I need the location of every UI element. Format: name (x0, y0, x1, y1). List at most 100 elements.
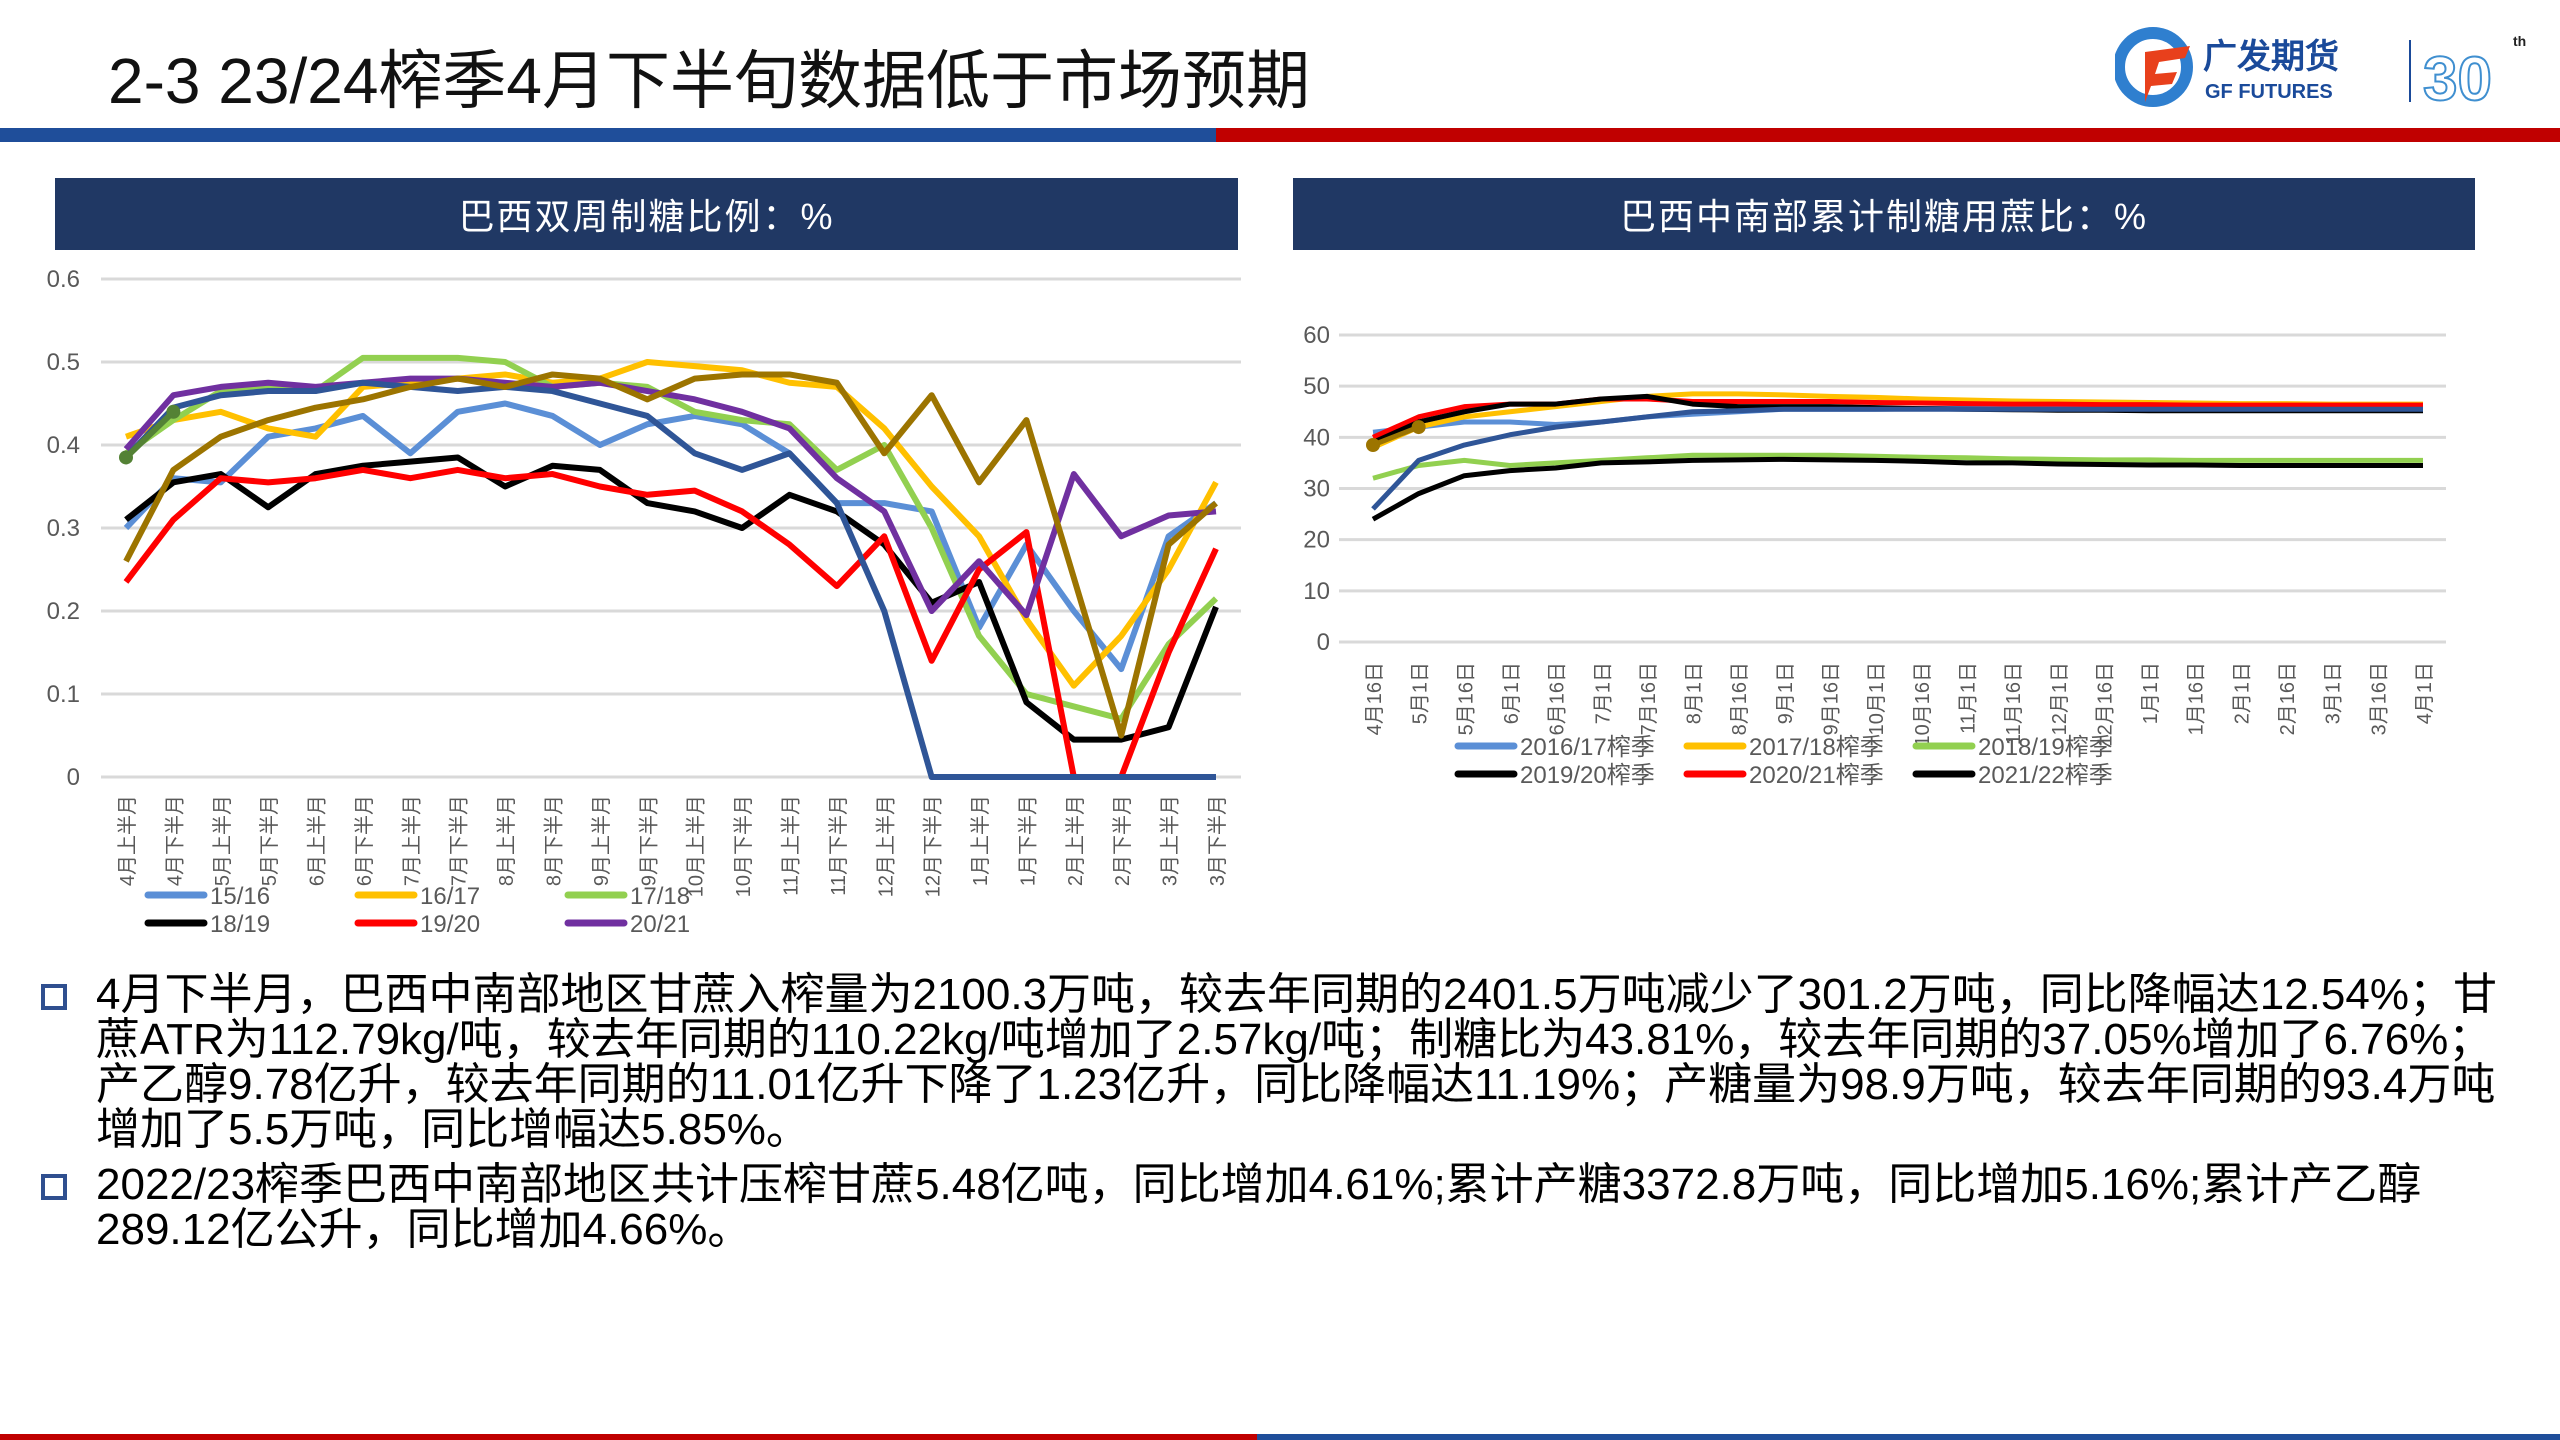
summary-paragraph-2: 2022/23榨季巴西中南部地区共计压榨甘蔗5.48亿吨，同比增加4.61%;累… (96, 1160, 2422, 1254)
logo-en: GF FUTURES (2205, 81, 2333, 103)
page-title: 2-3 23/24榨季4月下半旬数据低于市场预期 (108, 45, 1311, 117)
summary-paragraph-1: 4月下半月，巴西中南部地区甘蔗入榨量为2100.3万吨，较去年同期的2401.5… (96, 970, 2497, 1154)
x-tick-label: 8月16日 (1729, 662, 1751, 735)
x-tick-label: 9月1日 (1775, 662, 1797, 724)
x-tick-label: 6月16日 (1547, 662, 1569, 735)
series-line-unlabeled-6 (123, 379, 1216, 780)
x-tick-label: 5月上半月 (211, 795, 234, 886)
x-tick-label: 6月1日 (1501, 662, 1523, 724)
gf-futures-logo: 广发期货 GF FUTURES 30 th (2115, 27, 2526, 108)
data-point-marker (1411, 420, 1426, 435)
x-tick-label: 4月下半月 (163, 795, 186, 886)
y-tick-label: 0.1 (47, 681, 80, 708)
x-tick-label: 7月上半月 (400, 795, 423, 886)
series-line-unlabeled-6 (1371, 406, 2423, 511)
header-bar-blue (0, 128, 1216, 142)
right-chart-title: 巴西中南部累计制糖用蔗比：% (1293, 178, 2475, 250)
series-line-unlabeled-7 (123, 371, 1218, 739)
legend-label: 17/18 (630, 883, 690, 910)
data-point-marker (166, 404, 181, 419)
x-tick-label: 3月16日 (2368, 662, 2390, 735)
x-tick-label: 2月上半月 (1064, 795, 1087, 886)
bullet-icon (41, 984, 67, 1010)
series-line-2018/19榨季 (1372, 452, 2423, 481)
x-tick-label: 12月下半月 (922, 795, 945, 897)
x-tick-label: 12月上半月 (874, 795, 897, 897)
x-tick-label: 5月1日 (1410, 662, 1432, 724)
legend-label: 16/17 (420, 883, 480, 910)
logo-30: 30 (2423, 45, 2492, 108)
y-tick-label: 50 (1303, 373, 1330, 400)
legend-label: 2018/19榨季 (1978, 734, 2113, 761)
series-line-unlabeled-7 (1372, 424, 1420, 448)
gf-logo-mark (2115, 27, 2193, 107)
logo-cn: 广发期货 (2203, 38, 2339, 76)
y-tick-label: 60 (1303, 322, 1330, 349)
x-tick-label: 2月16日 (2277, 662, 2299, 735)
x-tick-label: 2月下半月 (1111, 795, 1134, 886)
x-tick-label: 8月1日 (1684, 662, 1706, 724)
x-tick-label: 1月下半月 (1016, 795, 1039, 886)
series-line-20/21 (123, 375, 1217, 619)
x-tick-label: 3月1日 (2323, 662, 2345, 724)
legend-label: 20/21 (630, 911, 690, 938)
cumulative-sugar-mix-chart: 0 10 20 30 40 50 60 4月16日 5月1日 5月16日 6月1日 6月16日 7月1日… (1303, 322, 2446, 789)
x-tick-label: 6月下半月 (353, 795, 376, 886)
x-tick-label: 10月上半月 (685, 795, 708, 897)
footer-bar-blue (1257, 1434, 2560, 1440)
x-tick-label: 7月16日 (1638, 662, 1660, 735)
y-tick-label: 0.5 (47, 349, 80, 376)
bullet-icon (41, 1174, 67, 1200)
header-bar-red (1216, 128, 2560, 142)
x-tick-label: 8月下半月 (543, 795, 566, 886)
x-tick-label: 9月上半月 (590, 795, 613, 886)
x-tick-label: 11月下半月 (827, 795, 850, 896)
legend-label: 19/20 (420, 911, 480, 938)
x-tick-label: 4月16日 (1364, 662, 1386, 735)
y-tick-label: 0 (67, 764, 80, 791)
legend-label: 2020/21榨季 (1749, 762, 1884, 789)
x-tick-label: 6月上半月 (306, 795, 329, 886)
x-tick-label: 10月下半月 (732, 795, 755, 897)
y-tick-label: 30 (1303, 476, 1330, 503)
x-tick-label: 10月1日 (1866, 662, 1888, 735)
series-line-unlabeled-8 (123, 409, 176, 460)
x-tick-label: 12月16日 (2094, 662, 2116, 747)
left-chart-title: 巴西双周制糖比例：% (55, 178, 1238, 250)
x-tick-label: 7月1日 (1592, 662, 1614, 724)
footer-bar-red (0, 1434, 1257, 1440)
y-tick-label: 40 (1303, 424, 1330, 451)
x-tick-label: 4月1日 (2414, 662, 2436, 724)
series-line-15/16 (123, 400, 1218, 673)
data-point-marker (1366, 438, 1380, 453)
y-tick-label: 0.6 (47, 266, 80, 293)
x-tick-label: 11月上半月 (779, 795, 802, 896)
x-tick-label: 12月1日 (2049, 662, 2071, 735)
x-tick-label: 1月16日 (2186, 662, 2208, 735)
legend-label: 18/19 (210, 911, 270, 938)
x-tick-label: 3月下半月 (1206, 795, 1229, 886)
legend-label: 2017/18榨季 (1749, 734, 1884, 761)
y-tick-label: 0.2 (47, 598, 80, 625)
legend-label: 2016/17榨季 (1520, 734, 1655, 761)
legend-label: 15/16 (210, 883, 270, 910)
x-tick-label: 2月1日 (2231, 662, 2253, 724)
x-tick-label: 9月16日 (1821, 662, 1843, 735)
x-tick-label: 4月上半月 (116, 795, 139, 886)
x-tick-label: 3月上半月 (1159, 795, 1182, 886)
y-tick-label: 0.3 (47, 515, 80, 542)
y-tick-label: 10 (1303, 578, 1330, 605)
x-tick-label: 11月1日 (1957, 662, 1979, 734)
x-tick-label: 7月下半月 (448, 795, 471, 886)
x-tick-label: 5月16日 (1455, 662, 1477, 735)
series-line-2019/20榨季 (1371, 456, 2423, 522)
legend-label: 2021/22榨季 (1978, 762, 2113, 789)
data-point-marker (119, 450, 133, 465)
y-tick-label: 0.4 (47, 432, 80, 459)
series-line-19/20 (123, 466, 1219, 780)
sugar-mix-biweekly-chart: 0 0.1 0.2 0.3 0.4 0.5 0.6 4月上半月 4月下半月 5月上半月 5月下半月 6… (47, 266, 1241, 938)
x-tick-label: 1月上半月 (969, 795, 992, 886)
x-tick-label: 10月16日 (1912, 662, 1934, 747)
x-tick-label: 8月上半月 (495, 795, 518, 886)
x-tick-label: 9月下半月 (637, 795, 660, 886)
